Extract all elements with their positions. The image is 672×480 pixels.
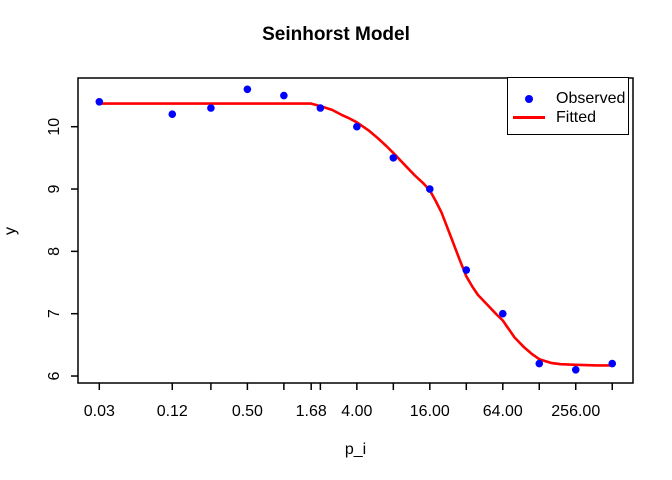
chart-title: Seinhorst Model [262, 24, 410, 45]
data-point [243, 85, 252, 94]
legend-fitted-marker-icon [513, 116, 545, 119]
data-point [608, 359, 617, 368]
data-point [168, 110, 177, 119]
data-point [426, 185, 434, 193]
fitted-line [98, 102, 614, 367]
x-tick-label: 0.50 [232, 403, 263, 420]
legend-observed-marker-icon [525, 95, 533, 103]
x-tick-label: 0.03 [84, 403, 115, 420]
data-point [280, 91, 288, 100]
y-tick-label: 6 [46, 371, 63, 380]
legend-box: Observed Fitted [507, 77, 629, 135]
data-point [462, 266, 471, 274]
x-tick-label: 16.00 [410, 403, 450, 420]
data-point [571, 365, 580, 374]
x-tick-label: 64.00 [483, 403, 523, 420]
x-tick-label: 0.12 [157, 403, 188, 420]
data-point [353, 122, 361, 131]
data-point [95, 97, 104, 106]
y-tick-label: 7 [46, 309, 63, 318]
legend-fitted-label: Fitted [556, 109, 597, 126]
data-point [316, 104, 325, 112]
data-point [207, 104, 215, 112]
plot-box [77, 77, 634, 384]
data-point [389, 154, 398, 162]
x-tick-label: 256.00 [551, 403, 600, 420]
data-point [498, 309, 507, 318]
y-tick-label: 10 [46, 118, 63, 136]
y-tick-label: 8 [46, 247, 63, 256]
x-tick-label: 1.68 [296, 403, 327, 420]
y-tick-label: 9 [46, 184, 63, 193]
legend-observed-label: Observed [556, 90, 626, 107]
data-point [535, 359, 544, 368]
x-tick-label: 4.00 [341, 403, 372, 420]
x-axis-label: p_i [344, 441, 367, 458]
